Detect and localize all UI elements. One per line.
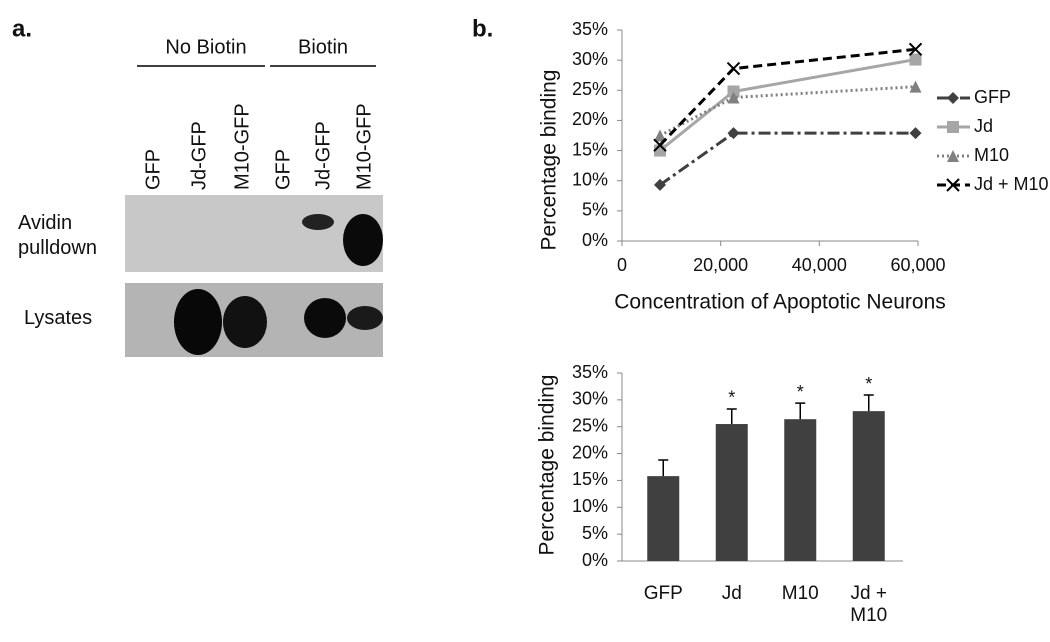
y-tick-label: 35% bbox=[572, 362, 608, 382]
bar bbox=[715, 424, 748, 561]
marker bbox=[653, 138, 667, 152]
y-axis-label: Percentage binding bbox=[536, 375, 559, 556]
y-tick-label: 5% bbox=[582, 200, 608, 220]
x-tick-label: Jd bbox=[721, 583, 742, 604]
bar bbox=[647, 476, 680, 561]
lane-label: M10-GFP bbox=[231, 103, 253, 190]
y-tick-label: 15% bbox=[572, 469, 608, 489]
band bbox=[223, 296, 267, 348]
series-line bbox=[659, 85, 916, 137]
marker bbox=[727, 85, 740, 98]
y-tick-label: 25% bbox=[572, 79, 608, 99]
x-tick-label: 0 bbox=[617, 255, 627, 275]
y-tick-label: 0% bbox=[582, 230, 608, 250]
marker bbox=[653, 178, 666, 191]
annotation: * bbox=[865, 374, 872, 394]
x-tick-label: Jd + M10 bbox=[850, 583, 888, 626]
y-tick-label: 10% bbox=[572, 169, 608, 189]
series-line bbox=[659, 131, 916, 187]
error-bar bbox=[863, 394, 874, 412]
marker bbox=[908, 42, 923, 56]
marker bbox=[909, 80, 922, 93]
lane-label: GFP bbox=[272, 149, 294, 190]
legend-label: Jd + M10 bbox=[974, 174, 1049, 194]
y-tick-label: 25% bbox=[572, 415, 608, 435]
row-label: Avidin pulldown bbox=[18, 212, 97, 259]
error-bar bbox=[795, 402, 806, 420]
blot bbox=[125, 195, 383, 272]
y-tick-label: 20% bbox=[572, 109, 608, 129]
y-axis-label: Percentage binding bbox=[538, 70, 561, 251]
bar bbox=[852, 411, 885, 561]
group-label: Biotin bbox=[298, 36, 348, 58]
y-tick-label: 0% bbox=[582, 550, 608, 570]
lane-label: GFP bbox=[142, 149, 164, 190]
marker bbox=[653, 129, 666, 142]
group-label: No Biotin bbox=[165, 36, 246, 58]
error-bar bbox=[658, 459, 669, 477]
legend-label: M10 bbox=[974, 145, 1009, 165]
error-bar bbox=[726, 408, 737, 425]
row-label: Lysates bbox=[24, 307, 93, 329]
x-tick-label: 60,000 bbox=[890, 255, 945, 275]
marker bbox=[726, 61, 741, 76]
bar bbox=[784, 419, 817, 561]
band bbox=[347, 306, 383, 330]
marker bbox=[909, 53, 922, 66]
y-tick-label: 20% bbox=[572, 442, 608, 462]
panel-label: a. bbox=[12, 15, 32, 42]
y-tick-label: 35% bbox=[572, 19, 608, 39]
marker bbox=[727, 127, 740, 140]
x-tick-label: 20,000 bbox=[693, 255, 748, 275]
marker bbox=[947, 150, 959, 162]
series-line bbox=[658, 47, 916, 147]
panel-label: b. bbox=[472, 15, 493, 42]
y-tick-label: 30% bbox=[572, 389, 608, 409]
marker bbox=[947, 92, 959, 104]
lane-label: Jd-GFP bbox=[312, 121, 334, 190]
legend-label: Jd bbox=[974, 116, 993, 136]
marker bbox=[946, 178, 960, 192]
x-tick-label: GFP bbox=[643, 583, 683, 604]
band bbox=[304, 298, 346, 338]
y-tick-label: 15% bbox=[572, 139, 608, 159]
series-line bbox=[659, 58, 916, 152]
band bbox=[343, 214, 383, 266]
marker bbox=[947, 121, 959, 133]
y-tick-label: 10% bbox=[572, 496, 608, 516]
marker bbox=[727, 91, 740, 104]
y-tick-label: 30% bbox=[572, 49, 608, 69]
lane-label: Jd-GFP bbox=[188, 121, 210, 190]
x-tick-label: M10 bbox=[781, 583, 819, 604]
x-axis-label: Concentration of Apoptotic Neurons bbox=[614, 291, 946, 314]
legend-label: GFP bbox=[974, 87, 1011, 107]
y-tick-label: 5% bbox=[582, 523, 608, 543]
band bbox=[174, 289, 222, 355]
lane-label: M10-GFP bbox=[353, 103, 375, 190]
band bbox=[302, 214, 334, 230]
annotation: * bbox=[797, 382, 804, 402]
annotation: * bbox=[728, 388, 735, 408]
marker bbox=[909, 127, 922, 140]
x-tick-label: 40,000 bbox=[792, 255, 847, 275]
